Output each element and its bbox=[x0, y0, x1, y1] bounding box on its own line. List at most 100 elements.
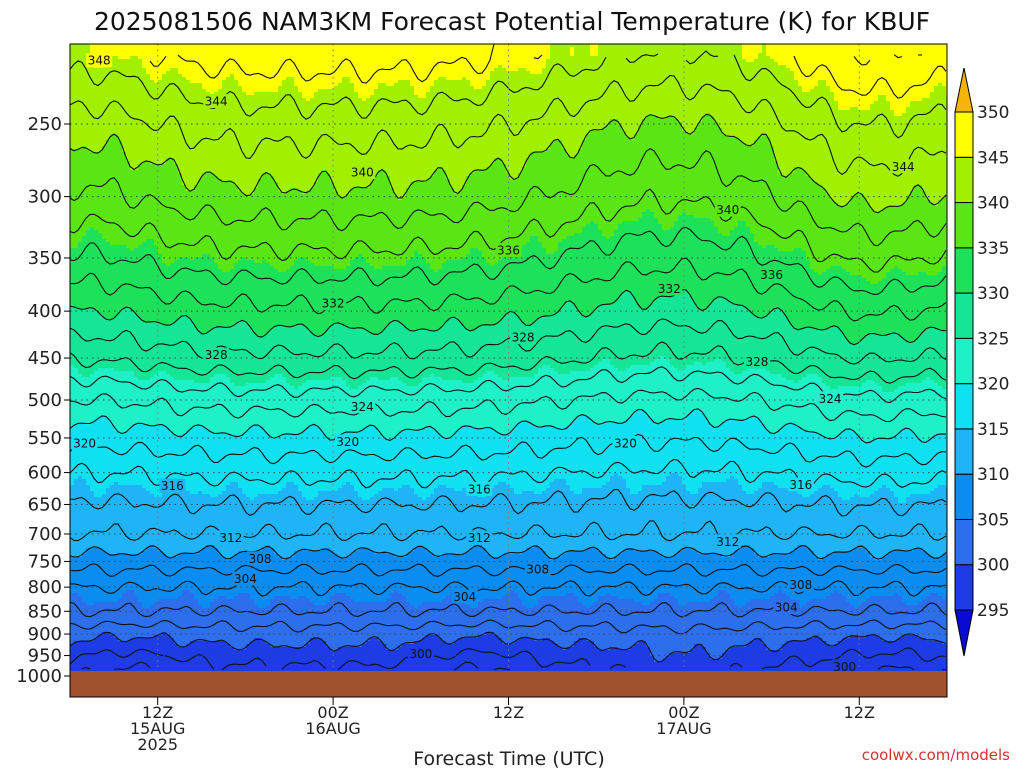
temperature-cell bbox=[722, 653, 727, 671]
temperature-cell bbox=[474, 608, 479, 639]
temperature-cell bbox=[362, 257, 367, 330]
temperature-cell bbox=[498, 158, 503, 261]
temperature-cell bbox=[922, 44, 927, 99]
temperature-cell bbox=[886, 101, 891, 207]
temperature-cell bbox=[594, 308, 599, 366]
temperature-cell bbox=[558, 647, 563, 671]
temperature-cell bbox=[418, 182, 423, 255]
contour-label-background bbox=[787, 577, 814, 592]
temperature-cell bbox=[758, 317, 763, 369]
temperature-cell bbox=[918, 185, 923, 273]
temperature-cell bbox=[630, 548, 635, 600]
temperature-cell bbox=[578, 494, 583, 552]
temperature-cell bbox=[798, 545, 803, 609]
temperature-cell bbox=[358, 647, 363, 671]
temperature-cell bbox=[706, 422, 711, 483]
temperature-cell bbox=[326, 647, 331, 671]
temperature-cell bbox=[106, 602, 111, 633]
y-tick-label: 500 bbox=[28, 390, 62, 411]
ground-surface bbox=[70, 671, 947, 697]
temperature-cell bbox=[258, 638, 263, 671]
temperature-cell bbox=[546, 638, 551, 671]
temperature-cell bbox=[758, 488, 763, 558]
temperature-cell bbox=[806, 92, 811, 177]
temperature-cell bbox=[498, 377, 503, 435]
temperature-cell bbox=[810, 89, 815, 180]
temperature-cell bbox=[754, 44, 759, 60]
contour-label: 300 bbox=[409, 647, 432, 661]
colorbar-swatch bbox=[954, 202, 974, 249]
temperature-cell bbox=[394, 491, 399, 558]
temperature-cell bbox=[438, 167, 443, 270]
temperature-cell bbox=[554, 140, 559, 252]
temperature-cell bbox=[210, 173, 215, 258]
temperature-cell bbox=[398, 80, 403, 201]
temperature-cell bbox=[390, 44, 395, 87]
temperature-cell bbox=[734, 227, 739, 306]
temperature-cell bbox=[262, 641, 267, 671]
temperature-cell bbox=[406, 428, 411, 486]
temperature-cell bbox=[906, 428, 911, 498]
temperature-cell bbox=[266, 92, 271, 174]
temperature-cell bbox=[730, 419, 735, 477]
temperature-cell bbox=[214, 263, 219, 327]
temperature-cell bbox=[518, 68, 523, 174]
temperature-cell bbox=[838, 266, 843, 330]
temperature-cell bbox=[70, 365, 75, 429]
temperature-cell bbox=[118, 599, 123, 642]
temperature-cell bbox=[866, 497, 871, 552]
temperature-cell bbox=[514, 179, 519, 252]
temperature-cell bbox=[530, 491, 535, 549]
temperature-cell bbox=[906, 197, 911, 276]
temperature-cell bbox=[778, 44, 783, 66]
temperature-cell bbox=[654, 425, 659, 486]
temperature-cell bbox=[942, 554, 947, 600]
temperature-cell bbox=[242, 194, 247, 258]
temperature-cell bbox=[798, 167, 803, 249]
temperature-cell bbox=[562, 305, 567, 375]
contour-label: 340 bbox=[716, 203, 739, 217]
temperature-cell bbox=[294, 44, 299, 87]
temperature-cell bbox=[502, 44, 507, 69]
temperature-cell bbox=[246, 383, 251, 432]
temperature-cell bbox=[546, 254, 551, 318]
temperature-cell bbox=[830, 554, 835, 594]
temperature-cell bbox=[642, 605, 647, 642]
temperature-cell bbox=[646, 116, 651, 210]
temperature-cell bbox=[630, 494, 635, 549]
temperature-cell bbox=[790, 173, 795, 252]
temperature-cell bbox=[942, 266, 947, 333]
temperature-cell bbox=[886, 596, 891, 642]
temperature-cell bbox=[170, 557, 175, 600]
temperature-cell bbox=[634, 221, 639, 303]
temperature-cell bbox=[410, 182, 415, 258]
temperature-cell bbox=[822, 557, 827, 600]
temperature-cell bbox=[614, 302, 619, 369]
temperature-cell bbox=[838, 386, 843, 435]
temperature-cell bbox=[786, 251, 791, 321]
temperature-cell bbox=[302, 257, 307, 327]
temperature-cell bbox=[326, 173, 331, 267]
temperature-cell bbox=[798, 494, 803, 546]
temperature-cell bbox=[682, 368, 687, 420]
temperature-cell bbox=[738, 221, 743, 306]
temperature-cell bbox=[750, 314, 755, 366]
temperature-cell bbox=[530, 548, 535, 609]
temperature-cell bbox=[486, 326, 491, 372]
temperature-cell bbox=[358, 548, 363, 603]
temperature-cell bbox=[634, 134, 639, 222]
temperature-cell bbox=[534, 641, 539, 671]
temperature-cell bbox=[102, 146, 107, 240]
temperature-cell bbox=[882, 335, 887, 393]
temperature-cell bbox=[790, 488, 795, 552]
temperature-cell bbox=[626, 650, 631, 671]
temperature-cell bbox=[878, 596, 883, 639]
temperature-cell bbox=[890, 44, 895, 111]
temperature-cell bbox=[538, 641, 543, 671]
temperature-cell bbox=[82, 479, 87, 555]
temperature-cell bbox=[558, 311, 563, 375]
temperature-cell bbox=[694, 410, 699, 495]
temperature-cell bbox=[694, 218, 699, 306]
temperature-cell bbox=[870, 209, 875, 285]
temperature-cell bbox=[302, 44, 307, 99]
